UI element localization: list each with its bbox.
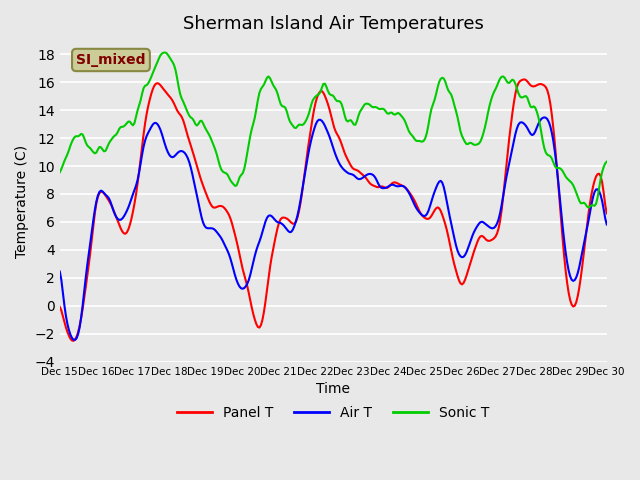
Title: Sherman Island Air Temperatures: Sherman Island Air Temperatures [183, 15, 484, 33]
Text: SI_mixed: SI_mixed [76, 53, 146, 67]
Y-axis label: Temperature (C): Temperature (C) [15, 144, 29, 258]
X-axis label: Time: Time [316, 382, 350, 396]
Legend: Panel T, Air T, Sonic T: Panel T, Air T, Sonic T [172, 400, 495, 426]
